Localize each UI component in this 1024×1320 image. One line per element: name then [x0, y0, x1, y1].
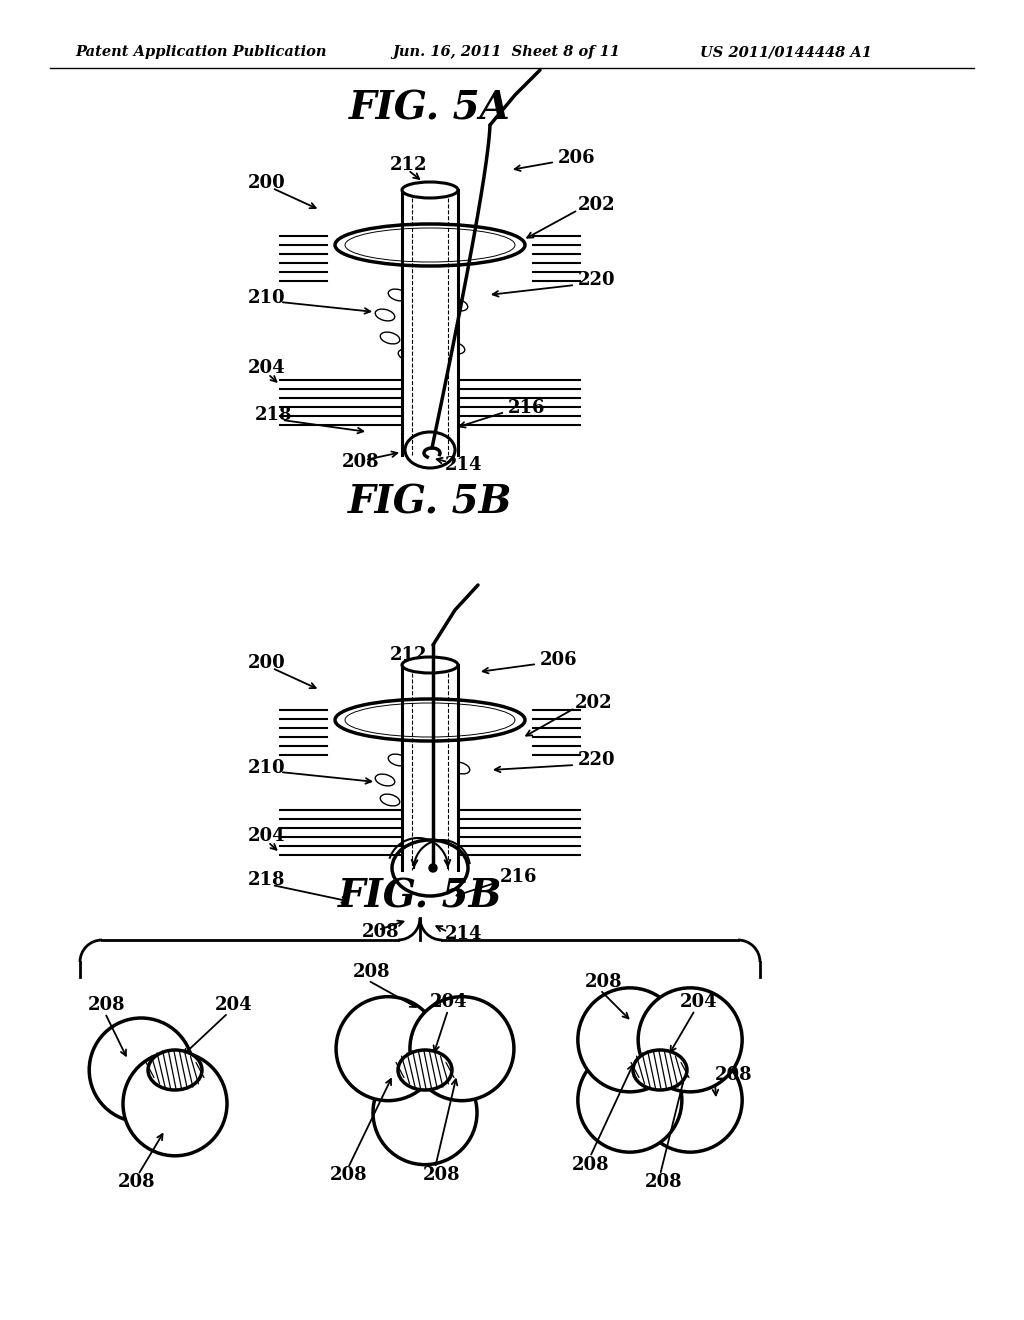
Text: 208: 208 — [423, 1166, 461, 1184]
Text: 208: 208 — [362, 923, 399, 941]
Text: 206: 206 — [558, 149, 596, 168]
Text: 214: 214 — [445, 455, 482, 474]
Text: Patent Application Publication: Patent Application Publication — [75, 45, 327, 59]
Ellipse shape — [633, 1049, 687, 1090]
Text: 208: 208 — [88, 997, 126, 1014]
Text: FIG. 5A: FIG. 5A — [349, 88, 511, 127]
Text: Jun. 16, 2011  Sheet 8 of 11: Jun. 16, 2011 Sheet 8 of 11 — [392, 45, 620, 59]
Polygon shape — [402, 190, 458, 455]
Polygon shape — [402, 665, 458, 870]
Ellipse shape — [335, 700, 525, 741]
Text: 220: 220 — [578, 751, 615, 770]
Circle shape — [123, 1052, 227, 1156]
Circle shape — [336, 997, 440, 1101]
Circle shape — [578, 987, 682, 1092]
Text: 216: 216 — [508, 399, 546, 417]
Text: 202: 202 — [578, 195, 615, 214]
Text: 208: 208 — [715, 1067, 753, 1084]
Text: 216: 216 — [500, 869, 538, 886]
Text: 220: 220 — [578, 271, 615, 289]
Text: 208: 208 — [585, 973, 623, 991]
Text: 218: 218 — [255, 407, 293, 424]
Circle shape — [429, 865, 437, 873]
Text: 210: 210 — [248, 289, 286, 308]
Text: FIG. 5B: FIG. 5B — [338, 876, 502, 915]
Text: 204: 204 — [680, 993, 718, 1011]
Text: 208: 208 — [118, 1173, 156, 1191]
Circle shape — [638, 1048, 742, 1152]
Text: 212: 212 — [390, 156, 427, 174]
Ellipse shape — [402, 657, 458, 673]
Text: 218: 218 — [248, 871, 286, 888]
Circle shape — [638, 987, 742, 1092]
Circle shape — [410, 997, 514, 1101]
Circle shape — [89, 1018, 194, 1122]
Text: 210: 210 — [248, 759, 286, 777]
Text: 208: 208 — [645, 1173, 683, 1191]
Text: 208: 208 — [330, 1166, 368, 1184]
Text: 214: 214 — [445, 925, 482, 942]
Text: 204: 204 — [430, 993, 468, 1011]
Text: FIG. 5B: FIG. 5B — [348, 483, 512, 521]
Ellipse shape — [402, 182, 458, 198]
Text: 200: 200 — [248, 174, 286, 191]
Text: 200: 200 — [248, 653, 286, 672]
Ellipse shape — [398, 1049, 452, 1090]
Text: 202: 202 — [575, 694, 612, 711]
Circle shape — [373, 1061, 477, 1164]
Text: 204: 204 — [248, 359, 286, 378]
Ellipse shape — [335, 224, 525, 267]
Text: 208: 208 — [342, 453, 380, 471]
Text: 204: 204 — [215, 997, 253, 1014]
Text: 208: 208 — [572, 1156, 609, 1173]
Text: 208: 208 — [353, 964, 390, 981]
Text: US 2011/0144448 A1: US 2011/0144448 A1 — [700, 45, 871, 59]
Text: 206: 206 — [540, 651, 578, 669]
Text: 212: 212 — [390, 645, 427, 664]
Text: 204: 204 — [248, 828, 286, 845]
Circle shape — [578, 1048, 682, 1152]
Ellipse shape — [148, 1049, 202, 1090]
